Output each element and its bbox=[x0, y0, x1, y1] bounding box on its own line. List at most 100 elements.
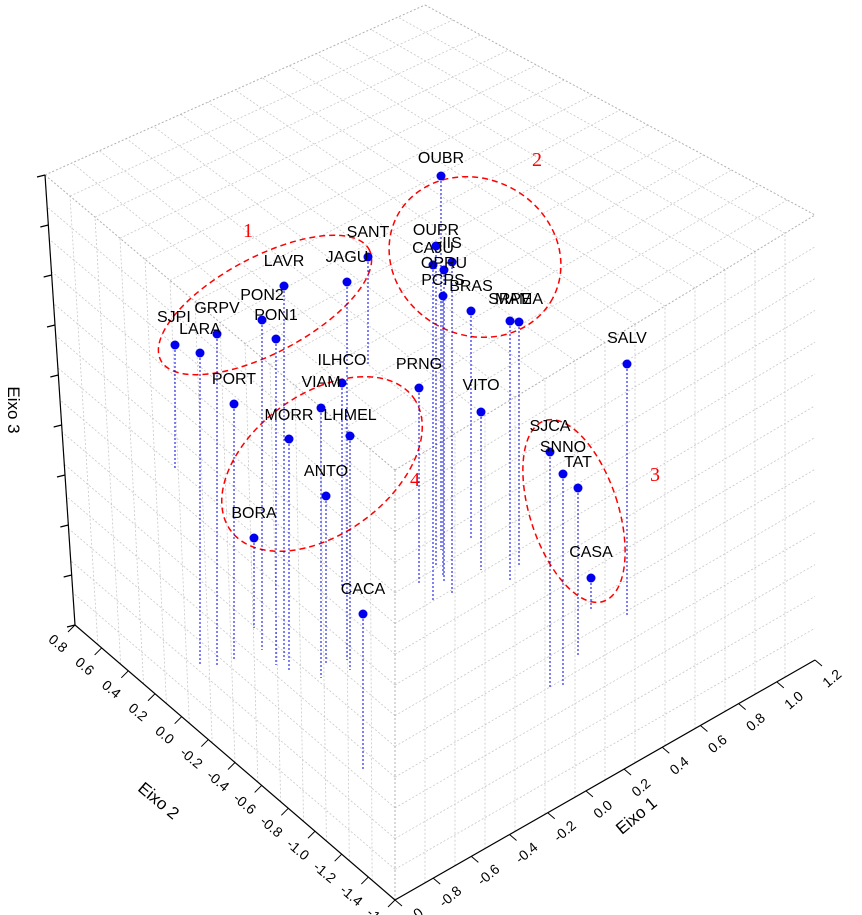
y-tick-label: -1.6 bbox=[364, 904, 393, 915]
data-point bbox=[316, 403, 326, 413]
group-label: 2 bbox=[532, 149, 542, 171]
point-label: MORR bbox=[265, 407, 314, 424]
x-tick-label: 0.0 bbox=[590, 797, 615, 822]
point-label: MAMA bbox=[495, 291, 543, 308]
data-point bbox=[622, 359, 632, 369]
point-label: SNNO bbox=[540, 439, 586, 456]
x-tick-label: 0.4 bbox=[666, 753, 691, 778]
data-point bbox=[431, 241, 441, 251]
group-outline bbox=[157, 234, 373, 376]
y-tick-label: 0.2 bbox=[126, 700, 151, 725]
data-point bbox=[428, 260, 438, 270]
point-label: LARA bbox=[179, 321, 221, 338]
data-point bbox=[170, 340, 180, 350]
data-point bbox=[337, 378, 347, 388]
group-label: 4 bbox=[410, 469, 420, 491]
y-tick-label: -1.0 bbox=[284, 836, 313, 864]
y-tick-label: -0.2 bbox=[177, 744, 206, 772]
data-point bbox=[257, 315, 267, 325]
x-tick-label: 1.2 bbox=[819, 666, 844, 691]
group-outline bbox=[388, 175, 562, 339]
y-tick-label: -1.2 bbox=[310, 858, 339, 886]
point-label: VITO bbox=[462, 377, 499, 394]
z-axis-title: Eixo 3 bbox=[4, 386, 23, 433]
point-label: BRAS bbox=[449, 278, 493, 295]
point-label: GRPV bbox=[194, 300, 240, 317]
group-outline bbox=[220, 375, 424, 553]
point-label: JAGU bbox=[326, 249, 369, 266]
data-point bbox=[321, 491, 331, 501]
data-point bbox=[439, 265, 449, 275]
data-point bbox=[436, 171, 446, 181]
point-label: TAT bbox=[564, 454, 592, 471]
point-label: PORT bbox=[212, 371, 256, 388]
point-label: LHMEL bbox=[323, 407, 376, 424]
x-tick-label: -0.2 bbox=[550, 817, 579, 845]
x-tick-label: -0.6 bbox=[474, 861, 503, 889]
data-point bbox=[447, 257, 457, 267]
point-label: SALV bbox=[607, 330, 647, 347]
point-label: CACA bbox=[341, 581, 386, 598]
x-tick-label: -1.0 bbox=[397, 904, 426, 915]
data-point bbox=[586, 573, 596, 583]
data-point bbox=[342, 277, 352, 287]
point-label: PRNG bbox=[396, 356, 442, 373]
point-label: OUBR bbox=[418, 150, 464, 167]
point-label: PON1 bbox=[254, 307, 298, 324]
data-point bbox=[358, 609, 368, 619]
x-tick-label: -0.8 bbox=[436, 882, 465, 910]
data-point bbox=[279, 281, 289, 291]
data-point bbox=[505, 316, 515, 326]
point-label: ANTO bbox=[304, 463, 348, 480]
point-label: SRPE bbox=[488, 291, 532, 308]
data-point bbox=[284, 434, 294, 444]
point-label: CAJU bbox=[412, 240, 454, 257]
data-point bbox=[476, 407, 486, 417]
data-point bbox=[545, 447, 555, 457]
stems bbox=[174, 181, 628, 770]
point-label: BORA bbox=[231, 505, 277, 522]
point-label: SJPI bbox=[157, 309, 191, 326]
data-point bbox=[558, 469, 568, 479]
group-outlines: 1 2 3 4 bbox=[157, 149, 660, 604]
y-tick-label: 0.8 bbox=[46, 631, 71, 656]
x-axis-title: Eixo 1 bbox=[612, 793, 660, 838]
data-point bbox=[414, 383, 424, 393]
data-point bbox=[466, 306, 476, 316]
point-label: IIS bbox=[442, 235, 462, 252]
y-axis-title: Eixo 2 bbox=[134, 778, 182, 823]
data-point bbox=[229, 399, 239, 409]
y-tick-label: -0.8 bbox=[257, 813, 286, 841]
y-tick-label: 0.6 bbox=[72, 654, 97, 679]
group-label: 1 bbox=[243, 220, 253, 242]
data-point bbox=[514, 317, 524, 327]
y-tick-label: -0.6 bbox=[230, 790, 259, 818]
plot-box bbox=[44, 4, 816, 901]
data-point bbox=[363, 252, 373, 262]
point-label: OUPR bbox=[413, 222, 459, 239]
group-outline bbox=[522, 418, 626, 604]
point-label: SJCA bbox=[530, 418, 571, 435]
point-label: OPRU bbox=[421, 255, 467, 272]
x-tick-label: 1.0 bbox=[781, 687, 806, 712]
data-point bbox=[345, 431, 355, 441]
point-label: PCPS bbox=[421, 272, 465, 289]
point-label: LAVR bbox=[264, 253, 305, 270]
grid-layer bbox=[46, 16, 816, 883]
data-point bbox=[438, 291, 448, 301]
data-point bbox=[573, 483, 583, 493]
point-label: PON2 bbox=[240, 287, 284, 304]
x-tick-label: 0.8 bbox=[743, 709, 768, 734]
y-tick-label: -1.4 bbox=[337, 881, 366, 909]
y-tick-label: 0.0 bbox=[152, 722, 177, 747]
group-label: 3 bbox=[650, 464, 660, 486]
x-tick-label: -0.4 bbox=[512, 839, 541, 867]
data-point bbox=[195, 348, 205, 358]
y-tick-label: 0.4 bbox=[99, 677, 124, 702]
x-tick-label: 0.6 bbox=[705, 731, 730, 756]
point-label: VIAM bbox=[301, 374, 340, 391]
point-label: CASA bbox=[569, 544, 613, 561]
point-label: SANT bbox=[347, 224, 390, 241]
